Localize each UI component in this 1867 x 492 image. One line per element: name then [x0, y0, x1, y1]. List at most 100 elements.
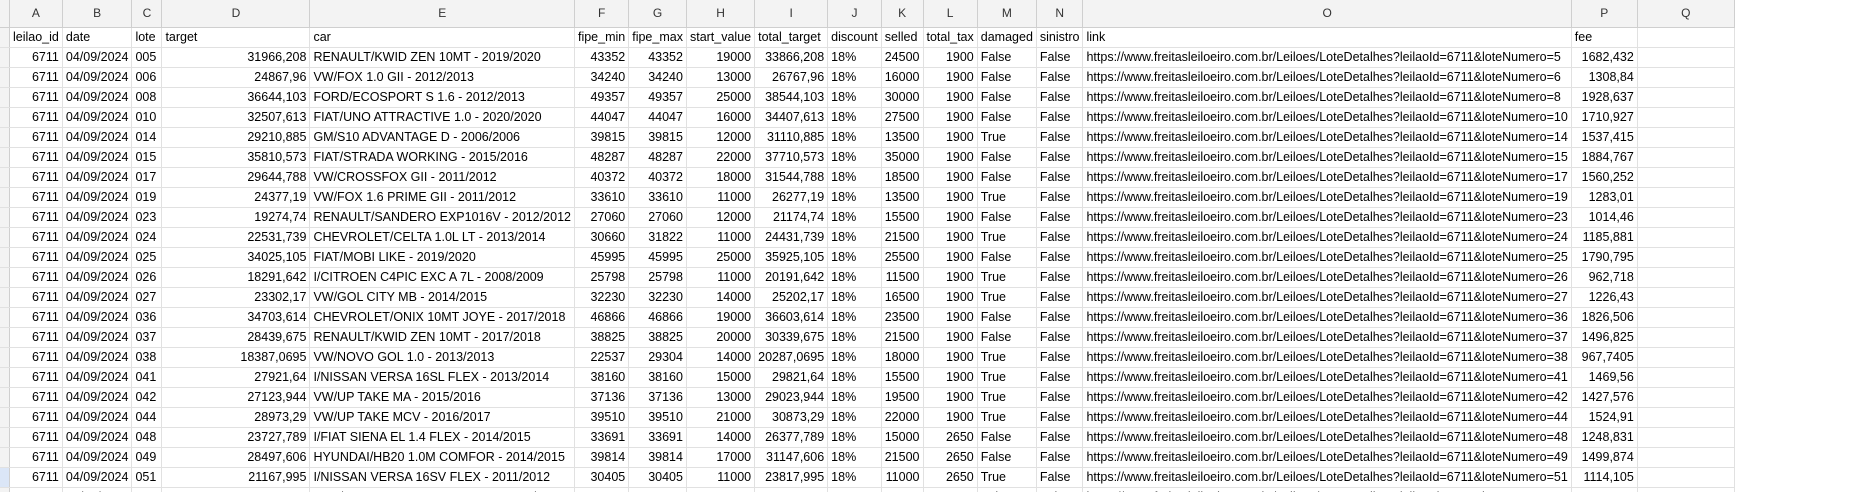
cell[interactable]: 15000	[881, 427, 924, 448]
cell[interactable]: https://www.freitasleiloeiro.com.br/Leil…	[1082, 147, 1572, 168]
cell[interactable]: False	[977, 87, 1037, 108]
cell[interactable]	[1637, 167, 1735, 188]
cell[interactable]: False	[977, 147, 1037, 168]
cell[interactable]: 04/09/2024	[62, 467, 133, 488]
cell[interactable]: 1499,874	[1571, 447, 1638, 468]
column-letter-g[interactable]: G	[628, 0, 687, 28]
cell[interactable]: 23817,995	[754, 467, 829, 488]
cell[interactable]: False	[1036, 87, 1084, 108]
cell[interactable]: 053	[131, 487, 163, 492]
cell[interactable]: 1773,918	[1571, 487, 1638, 492]
cell[interactable]: True	[977, 467, 1037, 488]
cell[interactable]: 1710,927	[1571, 107, 1638, 128]
cell[interactable]: 25798	[628, 267, 687, 288]
cell[interactable]: 1900	[923, 67, 978, 88]
cell[interactable]: True	[977, 367, 1037, 388]
cell[interactable]: 26767,96	[754, 67, 829, 88]
cell[interactable]: 1900	[923, 167, 978, 188]
cell[interactable]: 43352	[574, 47, 630, 68]
cell[interactable]: 04/09/2024	[62, 447, 133, 468]
cell[interactable]: 15000	[686, 367, 756, 388]
cell[interactable]: 21000	[686, 407, 756, 428]
cell[interactable]: 11000	[686, 227, 756, 248]
cell[interactable]: 27921,64	[161, 367, 311, 388]
cell[interactable]: 1900	[923, 207, 978, 228]
cell[interactable]: 30405	[574, 467, 630, 488]
cell[interactable]: False	[1036, 447, 1084, 468]
cell[interactable]: 33610	[574, 187, 630, 208]
cell[interactable]	[1637, 307, 1735, 328]
cell[interactable]: 20000	[686, 327, 756, 348]
cell[interactable]: True	[977, 407, 1037, 428]
cell[interactable]: False	[977, 67, 1037, 88]
cell[interactable]: FIAT/STRADA WORKING - 2015/2016	[309, 147, 575, 168]
cell[interactable]: 6711	[9, 147, 63, 168]
cell[interactable]: 18%	[827, 227, 882, 248]
cell[interactable]: VW/GOL CITY MB - 2014/2015	[309, 287, 575, 308]
cell[interactable]: 21174,74	[754, 207, 829, 228]
cell[interactable]: 6711	[9, 407, 63, 428]
cell[interactable]: 32230	[574, 287, 630, 308]
cell[interactable]: 22000	[881, 407, 924, 428]
cell[interactable]: 18%	[827, 307, 882, 328]
column-header-cell[interactable]: fipe_min	[574, 27, 630, 48]
row-header[interactable]	[0, 447, 10, 468]
cell[interactable]: 6711	[9, 47, 63, 68]
cell[interactable]	[1637, 47, 1735, 68]
column-letter-j[interactable]: J	[827, 0, 882, 28]
cell[interactable]: 18%	[827, 467, 882, 488]
cell[interactable]: 13000	[686, 67, 756, 88]
column-header-cell[interactable]: date	[62, 27, 133, 48]
column-header-cell[interactable]	[1637, 27, 1735, 48]
column-header-cell[interactable]: link	[1082, 27, 1572, 48]
cell[interactable]: 39510	[574, 407, 630, 428]
cell[interactable]: 6711	[9, 247, 63, 268]
cell[interactable]: 43352	[628, 47, 687, 68]
cell[interactable]: https://www.freitasleiloeiro.com.br/Leil…	[1082, 487, 1572, 492]
cell[interactable]	[1637, 387, 1735, 408]
cell[interactable]: 28497,606	[161, 447, 311, 468]
cell[interactable]: 48287	[574, 147, 630, 168]
cell[interactable]: False	[1036, 227, 1084, 248]
cell[interactable]	[1637, 247, 1735, 268]
cell[interactable]: 39815	[574, 127, 630, 148]
cell[interactable]: 04/09/2024	[62, 47, 133, 68]
cell[interactable]	[1637, 407, 1735, 428]
cell[interactable]: 1496,825	[1571, 327, 1638, 348]
cell[interactable]: 18%	[827, 47, 882, 68]
cell[interactable]: 18%	[827, 147, 882, 168]
cell[interactable]: https://www.freitasleiloeiro.com.br/Leil…	[1082, 247, 1572, 268]
cell[interactable]: 12000	[686, 207, 756, 228]
cell[interactable]: 049	[131, 447, 163, 468]
column-header-cell[interactable]: fipe_max	[628, 27, 687, 48]
row-header[interactable]	[0, 307, 10, 328]
cell[interactable]: 18%	[827, 187, 882, 208]
cell[interactable]: 18%	[827, 167, 882, 188]
cell[interactable]: 017	[131, 167, 163, 188]
cell[interactable]: 11000	[686, 187, 756, 208]
cell[interactable]: 33704,442	[161, 487, 311, 492]
cell[interactable]: 14000	[686, 347, 756, 368]
cell[interactable]: 17000	[686, 447, 756, 468]
row-header[interactable]	[0, 327, 10, 348]
cell[interactable]: 037	[131, 327, 163, 348]
cell[interactable]: 18387,0695	[161, 347, 311, 368]
cell[interactable]: True	[977, 287, 1037, 308]
cell[interactable]: 35810,573	[161, 147, 311, 168]
cell[interactable]: 33866,208	[754, 47, 829, 68]
cell[interactable]: False	[1036, 407, 1084, 428]
cell[interactable]: 6711	[9, 327, 63, 348]
cell[interactable]: False	[1036, 107, 1084, 128]
cell[interactable]: 1226,43	[1571, 287, 1638, 308]
cell[interactable]: 044	[131, 407, 163, 428]
cell[interactable]: I/NISSAN VERSA 16SL FLEX - 2013/2014	[309, 367, 575, 388]
cell[interactable]: 34240	[574, 67, 630, 88]
cell[interactable]: 29644,788	[161, 167, 311, 188]
cell[interactable]: 1900	[923, 287, 978, 308]
cell[interactable]: 1928,637	[1571, 87, 1638, 108]
row-header[interactable]	[0, 67, 10, 88]
cell[interactable]: False	[1036, 287, 1084, 308]
cell[interactable]	[1637, 107, 1735, 128]
cell[interactable]: 023	[131, 207, 163, 228]
cell[interactable]: True	[977, 187, 1037, 208]
